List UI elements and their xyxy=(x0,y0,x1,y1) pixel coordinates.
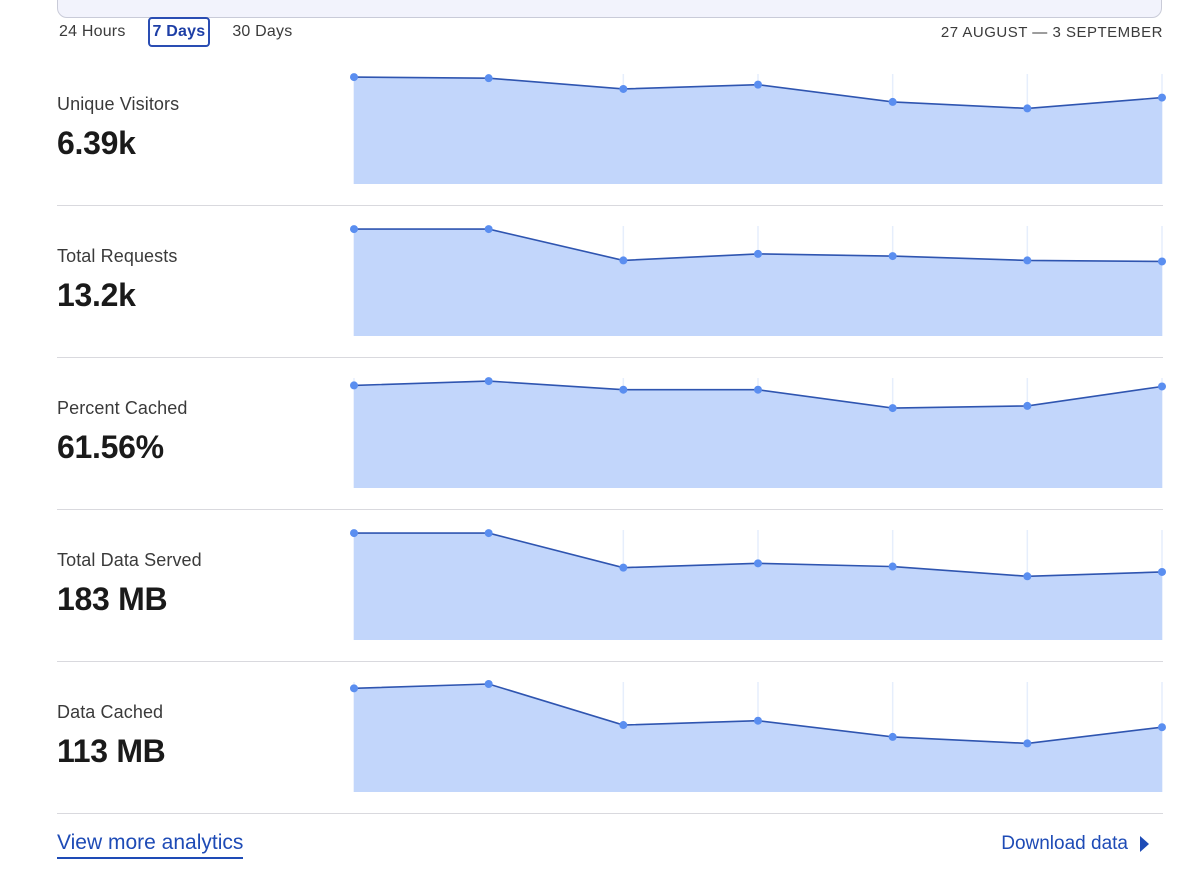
sparkline-chart[interactable] xyxy=(350,225,1166,336)
data-point[interactable] xyxy=(888,97,897,106)
metric-value: 13.2k xyxy=(57,277,136,313)
caret-right-icon xyxy=(1140,836,1149,852)
data-point[interactable] xyxy=(1158,567,1166,576)
row-divider xyxy=(57,509,1163,510)
data-point[interactable] xyxy=(350,684,358,693)
data-point[interactable] xyxy=(1158,382,1166,391)
data-point[interactable] xyxy=(1158,93,1166,102)
metric-label: Percent Cached xyxy=(57,398,188,418)
date-range-label: 27 AUGUST — 3 SEPTEMBER xyxy=(940,24,1163,41)
metric-total-data-served: Total Data Served 183 MB xyxy=(57,510,1166,662)
metric-value: 6.39k xyxy=(57,125,136,161)
data-point[interactable] xyxy=(888,252,897,261)
view-more-analytics-link[interactable]: View more analytics xyxy=(57,830,244,859)
data-point[interactable] xyxy=(754,249,762,258)
data-point[interactable] xyxy=(1023,104,1032,113)
row-divider xyxy=(57,813,1163,814)
metric-data-cached: Data Cached 113 MB xyxy=(57,662,1166,814)
data-point[interactable] xyxy=(484,680,493,688)
data-point[interactable] xyxy=(1023,256,1032,265)
data-point[interactable] xyxy=(619,721,628,730)
sparkline-chart[interactable] xyxy=(350,377,1166,488)
range-tab-24-hours[interactable]: 24 Hours xyxy=(57,17,131,47)
metric-label: Data Cached xyxy=(57,702,164,722)
data-point[interactable] xyxy=(484,225,493,234)
data-point[interactable] xyxy=(1023,739,1032,748)
data-point[interactable] xyxy=(754,385,762,394)
area-fill xyxy=(354,533,1162,640)
data-point[interactable] xyxy=(484,529,493,538)
metric-total-requests: Total Requests 13.2k xyxy=(57,206,1166,358)
data-point[interactable] xyxy=(888,404,897,413)
row-divider xyxy=(57,205,1163,206)
range-tab-7-days[interactable]: 7 Days xyxy=(147,17,211,47)
area-fill xyxy=(354,381,1162,488)
data-point[interactable] xyxy=(1023,572,1032,581)
row-divider xyxy=(57,357,1163,358)
data-point[interactable] xyxy=(1158,723,1166,732)
data-point[interactable] xyxy=(619,256,628,265)
range-tab-30-days[interactable]: 30 Days xyxy=(227,17,297,47)
download-data-label: Download data xyxy=(1001,833,1128,854)
footer: View more analytics Download data xyxy=(57,830,1163,860)
metric-label: Total Data Served xyxy=(57,550,202,570)
data-point[interactable] xyxy=(350,73,358,82)
data-point[interactable] xyxy=(888,732,897,741)
data-point[interactable] xyxy=(484,377,493,386)
metric-label: Total Requests xyxy=(57,246,178,266)
metric-value: 61.56% xyxy=(57,429,164,465)
metric-label: Unique Visitors xyxy=(57,94,180,114)
range-selector: 24 Hours 7 Days 30 Days xyxy=(57,17,297,47)
data-point[interactable] xyxy=(619,84,628,93)
data-point[interactable] xyxy=(350,225,358,234)
area-fill xyxy=(354,684,1162,792)
top-summary-panel xyxy=(57,0,1162,18)
data-point[interactable] xyxy=(754,559,762,568)
data-point[interactable] xyxy=(754,716,762,725)
metric-value: 183 MB xyxy=(57,581,168,617)
area-fill xyxy=(354,77,1162,184)
area-fill xyxy=(354,229,1162,336)
data-point[interactable] xyxy=(1023,401,1032,410)
sparkline-chart[interactable] xyxy=(350,529,1166,640)
data-point[interactable] xyxy=(888,562,897,571)
data-point[interactable] xyxy=(350,381,358,390)
metric-unique-visitors: Unique Visitors 6.39k xyxy=(57,54,1166,206)
download-data-button[interactable]: Download data xyxy=(1001,833,1149,855)
data-point[interactable] xyxy=(1158,257,1166,266)
data-point[interactable] xyxy=(619,385,628,394)
metric-value: 113 MB xyxy=(57,733,166,769)
metric-percent-cached: Percent Cached 61.56% xyxy=(57,358,1166,510)
data-point[interactable] xyxy=(754,80,762,89)
data-point[interactable] xyxy=(619,563,628,572)
data-point[interactable] xyxy=(484,74,493,83)
sparkline-chart[interactable] xyxy=(350,73,1166,184)
row-divider xyxy=(57,661,1163,662)
sparkline-chart[interactable] xyxy=(350,680,1166,792)
data-point[interactable] xyxy=(350,529,358,538)
